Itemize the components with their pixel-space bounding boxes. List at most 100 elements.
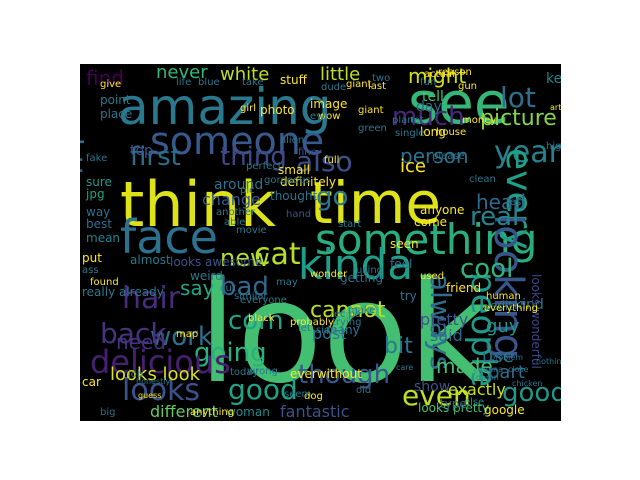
word-care: care (396, 363, 414, 372)
word-old: old (356, 385, 372, 396)
word-perfect: perfect (246, 161, 282, 172)
word-tell: tell (422, 89, 444, 105)
word-something: something (315, 215, 538, 264)
word-seen: seen (390, 237, 419, 251)
word-big: big (100, 407, 116, 418)
word-google: google (484, 403, 525, 417)
word-person: person (400, 144, 469, 168)
word-part: part (488, 362, 525, 383)
word-job: job (128, 369, 144, 380)
word-gorgeous: gorgeous (264, 175, 311, 186)
word-able: able (224, 217, 246, 228)
word-full: full (324, 155, 340, 166)
word-actual: actual (424, 69, 455, 80)
word-image: image (310, 97, 348, 111)
word-day: day (416, 99, 442, 115)
word-new: new (220, 244, 270, 272)
word-made: made (436, 354, 493, 378)
word-take: take (242, 77, 264, 88)
word-way: way (86, 205, 111, 219)
word-chicken: chicken (512, 379, 543, 388)
word-problem: problem (490, 353, 524, 362)
word-little: little (320, 64, 361, 85)
word-much: much (392, 102, 465, 132)
word-ass: ass (82, 265, 99, 276)
word-first: first (130, 142, 181, 172)
word-work: work (150, 322, 213, 352)
word-planet: planet (392, 115, 424, 126)
word-black: black (248, 313, 275, 324)
word-small: small (278, 163, 310, 177)
word-fun: fun (420, 77, 437, 88)
word-blue: blue (198, 77, 220, 88)
word-anyone: anyone (420, 203, 465, 217)
word-someone: someone (150, 119, 325, 163)
word-everwithout: everwithout (290, 367, 362, 381)
word-recipe: recipe (330, 309, 361, 320)
word-think: think (120, 168, 277, 241)
word-face: face (120, 210, 218, 264)
word-really-already: really already (82, 285, 164, 299)
word-around: around (214, 177, 264, 193)
word-else: else (464, 397, 485, 408)
word-woman: woman (226, 405, 270, 419)
word-look: look (198, 252, 490, 415)
word-looks-awesome: looks awesome (170, 255, 263, 269)
word-pretty: pretty (420, 310, 469, 329)
word-thing: thing (220, 142, 287, 172)
word-may: may (276, 277, 298, 288)
word-give: give (100, 79, 122, 90)
word-two: two (372, 73, 391, 84)
word-long: long (420, 125, 446, 139)
word-green: green (358, 123, 387, 134)
word-use: use (482, 346, 514, 367)
word-anything: anything (190, 407, 235, 418)
word-time: time (310, 169, 442, 237)
word-cloud: look think time amazing see something face some… (80, 64, 561, 421)
word-fake: fake (86, 153, 108, 164)
word-clean: clean (469, 174, 496, 185)
word-bad: bad (220, 272, 269, 302)
word-jpg: jpg (86, 187, 105, 201)
word-girl: girl (240, 103, 257, 114)
word-though: though (298, 360, 391, 390)
word-used: used (420, 271, 445, 282)
word-bit: bit (384, 334, 413, 359)
word-guy: guy (486, 316, 520, 337)
word-thought: thought (270, 189, 318, 203)
word-gun: gun (458, 81, 478, 92)
word-said: said (430, 326, 463, 345)
word-similar: similar (234, 291, 268, 302)
word-eye: eye (310, 111, 329, 122)
word-try: try (400, 289, 417, 303)
word-put: put (82, 251, 102, 265)
word-might: might (408, 64, 467, 88)
word-looks-wonderful: looks wonderful (529, 274, 543, 369)
word-mean: mean (86, 231, 121, 245)
word-best: best (86, 217, 112, 231)
word-start: start (338, 219, 362, 230)
word-rest: rest (506, 197, 526, 208)
word-head: head (476, 190, 526, 214)
word-looks: looks (122, 373, 201, 408)
word-good: good (502, 378, 561, 408)
word-map: map (176, 329, 199, 340)
word-let: let (298, 323, 311, 334)
word-honestly: honestly (136, 377, 171, 386)
word-amazing: amazing (118, 78, 332, 136)
word-money: money (462, 115, 497, 126)
word-even: even (402, 379, 471, 412)
word-reason: reason (438, 67, 472, 78)
word-giant: giant (346, 79, 372, 90)
word-cut: cut (220, 283, 236, 294)
word-hair: hair (122, 281, 181, 316)
word-human: human (486, 291, 521, 302)
word-life: life (176, 77, 192, 88)
word-probably: probably (290, 317, 334, 328)
word-giant: giant (358, 105, 384, 116)
word-feel: feel (390, 257, 413, 271)
word-looks-look: looks look (110, 364, 200, 385)
word-fantastic: fantastic (280, 402, 350, 421)
word-white: white (220, 64, 270, 85)
word-point: point (100, 93, 131, 107)
